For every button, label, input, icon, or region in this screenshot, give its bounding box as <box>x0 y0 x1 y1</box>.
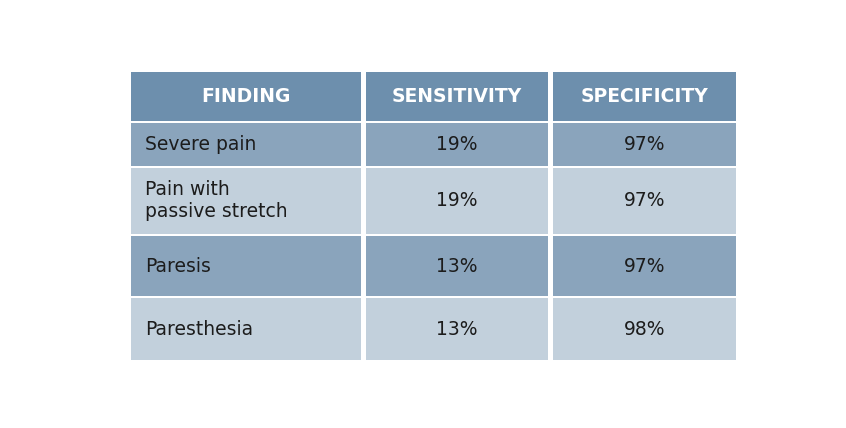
Bar <box>365 123 548 166</box>
Bar <box>553 236 736 296</box>
Text: SPECIFICITY: SPECIFICITY <box>580 87 708 106</box>
Bar <box>131 72 361 121</box>
Text: Severe pain: Severe pain <box>146 135 257 154</box>
Bar <box>553 72 736 121</box>
Bar <box>365 236 548 296</box>
Text: 19%: 19% <box>437 135 478 154</box>
Text: Paresthesia: Paresthesia <box>146 320 254 339</box>
Bar <box>131 168 361 234</box>
Text: Pain with
passive stretch: Pain with passive stretch <box>146 181 288 221</box>
Text: 19%: 19% <box>437 191 478 211</box>
Bar <box>365 168 548 234</box>
Bar <box>131 298 361 360</box>
Text: 13%: 13% <box>437 320 478 339</box>
Text: 98%: 98% <box>624 320 665 339</box>
Text: 97%: 97% <box>624 257 665 276</box>
Text: 13%: 13% <box>437 257 478 276</box>
Bar <box>365 72 548 121</box>
Text: Paresis: Paresis <box>146 257 212 276</box>
Bar <box>365 298 548 360</box>
Text: 97%: 97% <box>624 191 665 211</box>
Bar <box>553 123 736 166</box>
Bar <box>553 168 736 234</box>
Text: SENSITIVITY: SENSITIVITY <box>392 87 522 106</box>
Bar <box>553 298 736 360</box>
Bar <box>131 123 361 166</box>
Bar <box>131 236 361 296</box>
Text: 97%: 97% <box>624 135 665 154</box>
Text: FINDING: FINDING <box>201 87 291 106</box>
